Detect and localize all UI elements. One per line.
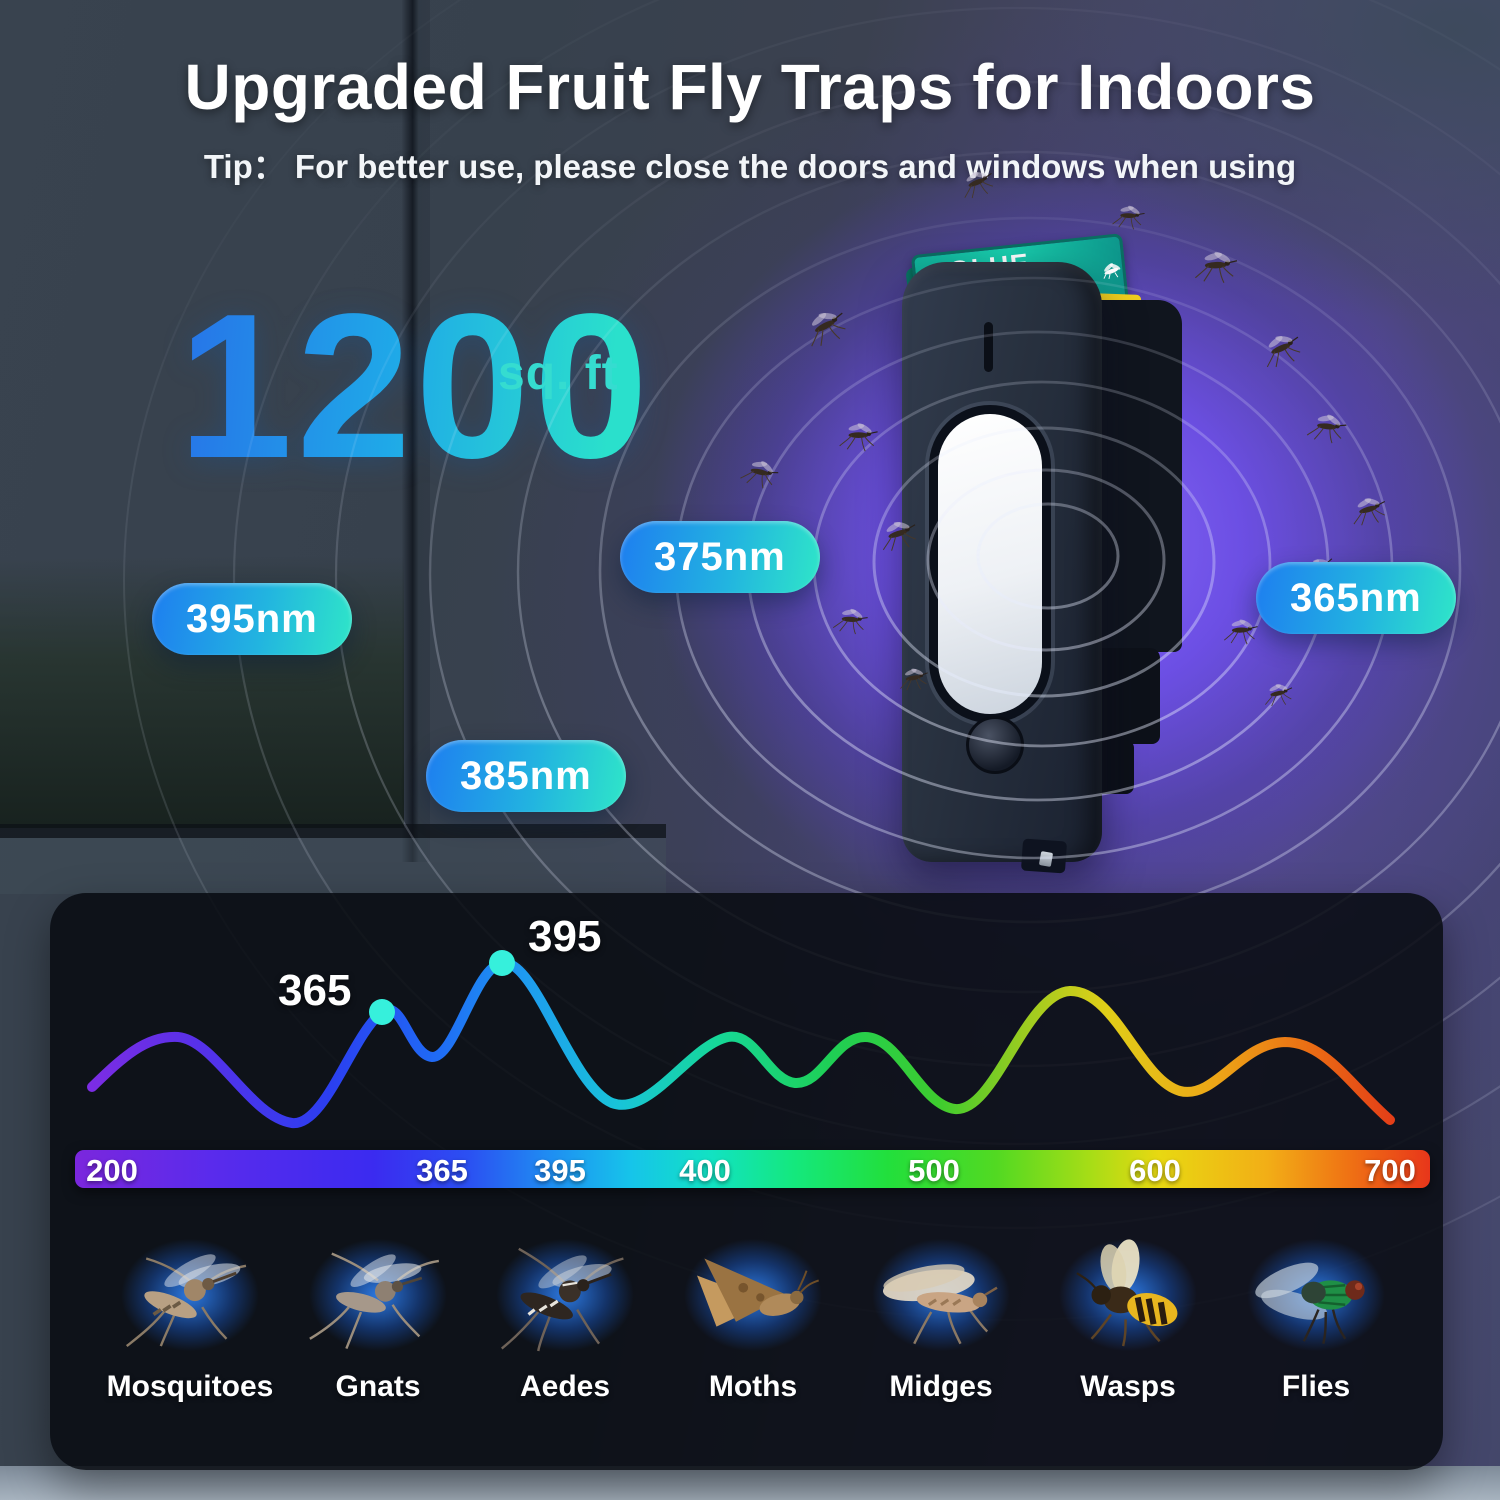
spectrum-tick-200: 200 bbox=[86, 1153, 138, 1188]
page-title: Upgraded Fruit Fly Traps for Indoors bbox=[184, 51, 1316, 123]
insect-item-gnats: Gnats bbox=[285, 1216, 471, 1414]
wavelength-badge-385nm: 385nm bbox=[426, 740, 626, 812]
window-frame-horizontal bbox=[0, 824, 666, 838]
peak-label-395: 395 bbox=[528, 912, 602, 961]
insect-item-mosquitoes: Mosquitoes bbox=[97, 1216, 283, 1414]
wavelength-spectrum-bar bbox=[75, 1150, 1430, 1188]
spectrum-tick-700: 700 bbox=[1364, 1153, 1416, 1188]
insect-item-aedes: Aedes bbox=[472, 1216, 658, 1414]
peak-dot-365 bbox=[369, 999, 395, 1025]
spectrum-tick-365: 365 bbox=[416, 1153, 468, 1188]
device-vent-slot bbox=[984, 322, 993, 372]
insect-item-moths: Moths bbox=[660, 1216, 846, 1414]
device-plug-pin bbox=[1038, 851, 1054, 867]
insect-item-wasps: Wasps bbox=[1035, 1216, 1221, 1414]
coverage-area-unit: sq. ft bbox=[498, 347, 619, 400]
spectrum-tick-500: 500 bbox=[908, 1153, 960, 1188]
device-side-middle bbox=[1098, 648, 1160, 744]
window-sill bbox=[0, 838, 666, 894]
fly-illustration-icon bbox=[1255, 1262, 1365, 1344]
peak-dot-395 bbox=[489, 950, 515, 976]
wavelength-badge-365nm: 365nm bbox=[1256, 562, 1456, 634]
coverage-area-value: 1200 bbox=[178, 268, 652, 505]
device-side-upper bbox=[1098, 300, 1182, 652]
peak-label-365: 365 bbox=[278, 966, 352, 1015]
insect-item-flies: Flies bbox=[1223, 1216, 1409, 1414]
insect-label: Aedes bbox=[519, 1370, 611, 1403]
device-uv-window bbox=[938, 414, 1042, 714]
spectrum-tick-600: 600 bbox=[1129, 1153, 1181, 1188]
wavelength-badge-395nm: 395nm bbox=[152, 583, 352, 655]
window-frame-vertical bbox=[402, 0, 430, 862]
spectrum-wave-line bbox=[87, 957, 1395, 1128]
device-sensor bbox=[966, 716, 1024, 774]
mosquito-white-icon bbox=[1103, 263, 1121, 280]
insect-label: Midges bbox=[889, 1370, 993, 1403]
mosquito-illustration-icon bbox=[125, 1254, 247, 1348]
insect-label: Mosquitoes bbox=[106, 1370, 274, 1403]
midge-illustration-icon bbox=[883, 1264, 998, 1345]
tip-text: Tip： For better use, please close the do… bbox=[203, 148, 1297, 185]
device-side-lower bbox=[1098, 740, 1134, 794]
wavelength-badge-375nm: 375nm bbox=[620, 521, 820, 593]
wasp-illustration-icon bbox=[1076, 1239, 1178, 1347]
floor-strip bbox=[0, 1466, 1500, 1500]
insect-item-midges: Midges bbox=[848, 1216, 1034, 1414]
insect-label: Gnats bbox=[335, 1370, 421, 1403]
spectrum-tick-395: 395 bbox=[534, 1153, 586, 1188]
insect-label: Wasps bbox=[1080, 1370, 1176, 1403]
gnat-illustration-icon bbox=[309, 1252, 440, 1349]
moth-illustration-icon bbox=[697, 1258, 820, 1327]
insect-label: Moths bbox=[708, 1370, 798, 1403]
spectrum-wave-chart bbox=[87, 950, 1395, 1128]
spectrum-tick-400: 400 bbox=[679, 1153, 731, 1188]
insect-label: Flies bbox=[1281, 1370, 1351, 1403]
aedes-illustration-icon bbox=[500, 1247, 624, 1352]
